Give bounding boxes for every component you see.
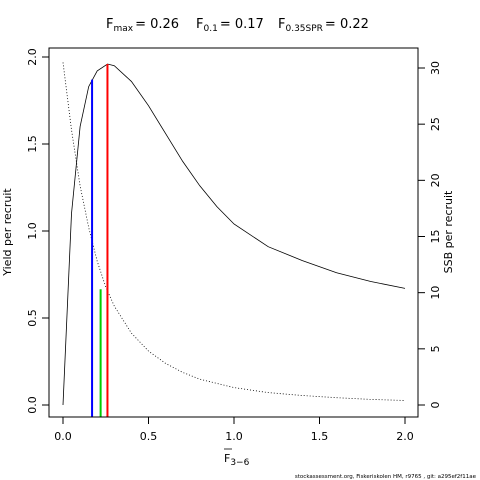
reference-lines [91, 63, 109, 417]
y2-tick-label: 25 [429, 117, 442, 131]
series-layer [62, 62, 406, 406]
y-tick-label: 2.0 [26, 48, 39, 66]
y2-tick-label: 10 [429, 286, 442, 300]
y-tick-label: 0.5 [26, 309, 39, 327]
y2-tick-label: 20 [429, 173, 442, 187]
title-reference-point: Fmax = 0.26 [106, 17, 179, 34]
x-axis-title-main: F3−6 [224, 452, 250, 468]
x-axis-title: F3−6 [224, 448, 250, 468]
y-tick-label: 0.0 [26, 396, 39, 414]
y-tick-label: 1.0 [26, 222, 39, 240]
y2-tick-label: 30 [429, 61, 442, 75]
y-axis-right: 0 5 10 15 20 25 30 [417, 61, 442, 409]
x-tick-label: 1.0 [225, 430, 243, 443]
yield-per-recruit-line [62, 63, 406, 406]
ssb-per-recruit-line [62, 62, 406, 401]
chart-title: Fmax = 0.26 F0.1 = 0.17 F0.35SPR = 0.22 [106, 17, 369, 34]
x-axis: 0.0 0.5 1.0 1.5 2.0 [54, 416, 414, 443]
y2-tick-label: 15 [429, 230, 442, 244]
x-tick-label: 0.5 [140, 430, 158, 443]
x-tick-label: 1.5 [311, 430, 329, 443]
title-reference-point: F0.35SPR = 0.22 [278, 17, 369, 34]
y2-tick-label: 5 [429, 345, 442, 352]
y-axis-left: 0.0 0.5 1.0 1.5 2.0 [26, 48, 50, 414]
y-tick-label: 1.5 [26, 135, 39, 153]
y2-tick-label: 0 [429, 402, 442, 409]
x-tick-label: 2.0 [396, 430, 414, 443]
plot-frame [48, 47, 419, 418]
y2-axis-title: SSB per recruit [442, 190, 455, 273]
x-tick-label: 0.0 [54, 430, 72, 443]
title-reference-point: F0.1 = 0.17 [196, 17, 264, 34]
footer-credit: stockassessment.org, Fiskeriskolen HM, r… [295, 474, 477, 480]
y-axis-title: Yield per recruit [1, 188, 14, 277]
